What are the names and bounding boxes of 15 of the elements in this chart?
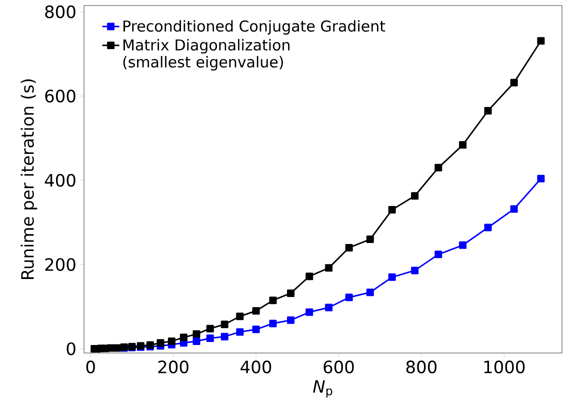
- x-tick-label: 200: [158, 360, 188, 374]
- legend-label: Matrix Diagonalization (smallest eigenvalue): [123, 38, 290, 71]
- x-tick-label: 800: [406, 360, 437, 374]
- x-tick-label: 600: [324, 360, 354, 374]
- y-tick-label: 0: [66, 342, 76, 356]
- x-tick-label: 1000: [484, 360, 525, 374]
- x-tick-label: 400: [240, 360, 272, 374]
- y-tick-label: 400: [44, 174, 76, 187]
- y-tick-label: 800: [45, 5, 76, 18]
- y-tick-label: 200: [45, 258, 76, 271]
- legend-label: Preconditioned Conjugate Gradient: [124, 20, 386, 35]
- x-axis-title: N$_{p}$: [313, 380, 332, 398]
- x-tick-label: 0: [86, 360, 95, 374]
- y-axis-title: Runime per iteration (s): [20, 79, 38, 279]
- y-tick-label: 600: [45, 90, 76, 102]
